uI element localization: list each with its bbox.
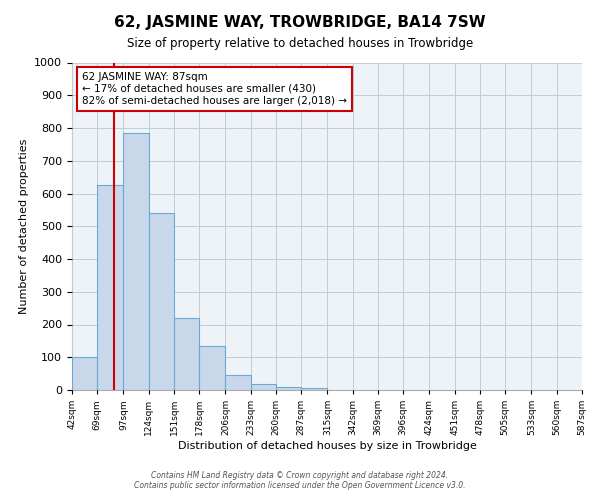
Text: Contains HM Land Registry data © Crown copyright and database right 2024.
Contai: Contains HM Land Registry data © Crown c…: [134, 470, 466, 490]
Bar: [124, 133, 149, 390]
Text: 62, JASMINE WAY, TROWBRIDGE, BA14 7SW: 62, JASMINE WAY, TROWBRIDGE, BA14 7SW: [114, 15, 486, 30]
Bar: [149, 213, 174, 390]
Bar: [72, 357, 97, 390]
Y-axis label: Number of detached properties: Number of detached properties: [19, 138, 29, 314]
X-axis label: Distribution of detached houses by size in Trowbridge: Distribution of detached houses by size …: [178, 441, 476, 451]
Bar: [226, 376, 251, 390]
Bar: [174, 318, 199, 390]
Bar: [97, 186, 124, 390]
Text: 62 JASMINE WAY: 87sqm
← 17% of detached houses are smaller (430)
82% of semi-det: 62 JASMINE WAY: 87sqm ← 17% of detached …: [82, 72, 347, 106]
Bar: [301, 388, 328, 390]
Bar: [276, 386, 301, 390]
Bar: [199, 346, 226, 390]
Text: Size of property relative to detached houses in Trowbridge: Size of property relative to detached ho…: [127, 38, 473, 51]
Bar: [251, 384, 276, 390]
